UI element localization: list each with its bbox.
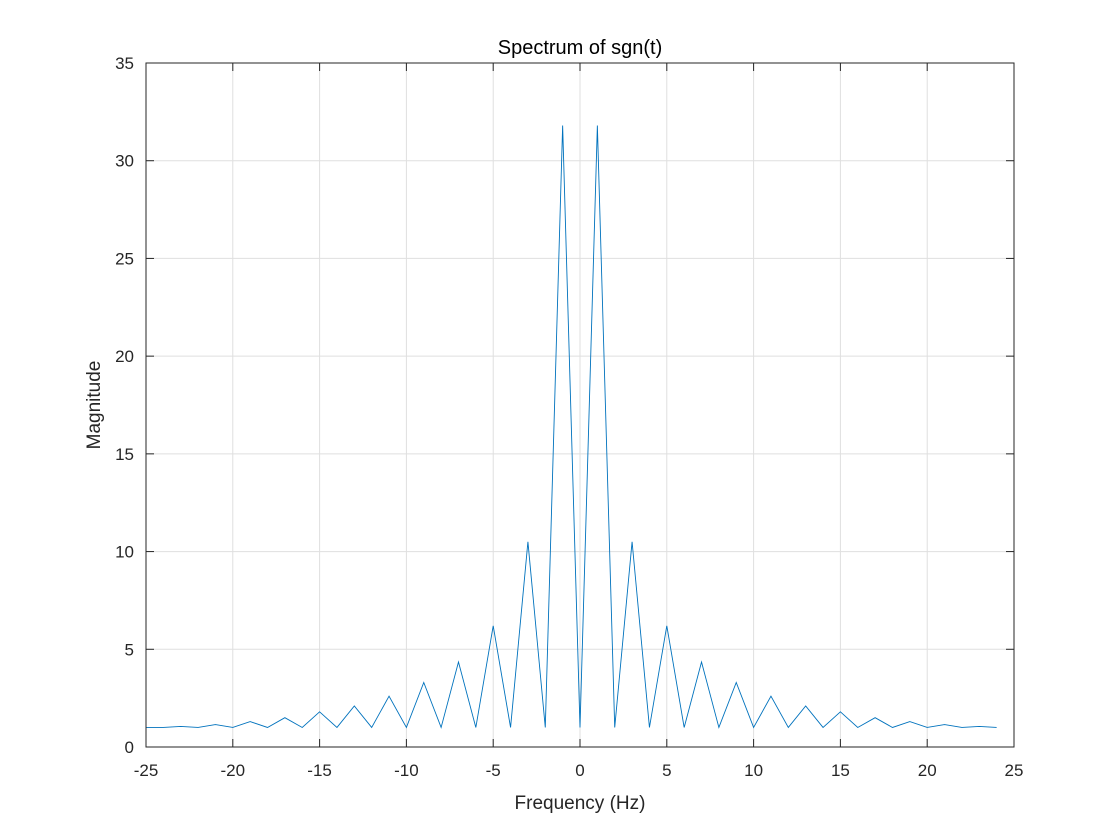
y-axis-title: Magnitude	[84, 361, 105, 450]
y-tick-label: 35	[115, 54, 134, 73]
chart-title: Spectrum of sgn(t)	[498, 37, 663, 59]
x-tick-label: -20	[221, 761, 246, 780]
x-tick-label: -10	[394, 761, 419, 780]
y-tick-label: 30	[115, 152, 134, 171]
series-line	[146, 125, 997, 729]
series-layer	[146, 125, 997, 729]
y-tick-label: 10	[115, 543, 134, 562]
x-tick-label: -15	[307, 761, 332, 780]
x-tick-label: 0	[575, 761, 584, 780]
x-tick-label: 10	[744, 761, 763, 780]
x-tick-label: 15	[831, 761, 850, 780]
y-tick-label: 5	[125, 640, 134, 659]
x-tick-label: -25	[134, 761, 159, 780]
y-tick-label: 25	[115, 249, 134, 268]
grid	[145, 62, 1015, 748]
axes	[145, 62, 1015, 748]
x-axis-title: Frequency (Hz)	[515, 793, 646, 814]
x-tick-label: 5	[662, 761, 671, 780]
x-tick-label: 25	[1005, 761, 1024, 780]
y-tick-label: 20	[115, 347, 134, 366]
y-tick-label: 15	[115, 445, 134, 464]
x-tick-label: -5	[486, 761, 501, 780]
tick-labels: -25 -20 -15 -10 -5 0 5 10 15 20 25 0 5 10 15 20 25 30 35	[115, 54, 1023, 780]
x-tick-label: 20	[918, 761, 937, 780]
y-tick-label: 0	[125, 738, 134, 757]
